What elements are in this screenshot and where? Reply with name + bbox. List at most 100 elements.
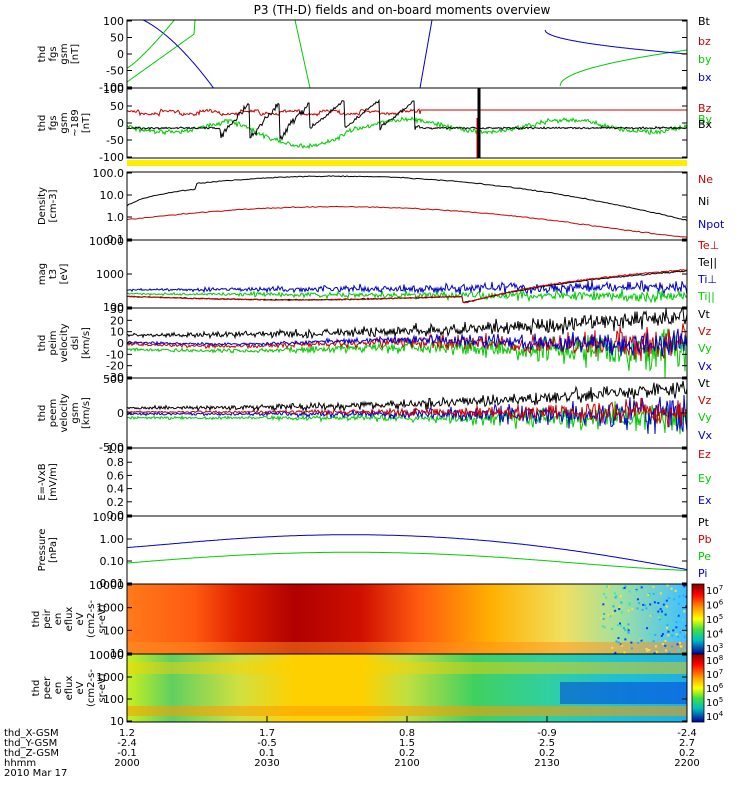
ion-noise-pixel	[653, 652, 656, 654]
ytick-label: 0	[117, 337, 124, 350]
panel-evelocity: 500 0 -500 thd peem velocity gsm [km/s] Vt Vz Vy Vx	[37, 373, 713, 454]
ion-noise-pixel	[605, 596, 608, 599]
ion-noise-pixel	[615, 640, 618, 643]
ytick-label: 10	[110, 326, 124, 339]
xaxis-value: -0.9	[537, 728, 557, 739]
ylabel-line: Density	[37, 187, 48, 225]
series-Te-perp	[127, 269, 687, 304]
ion-noise-pixel	[665, 649, 668, 652]
ion-noise-pixel	[623, 651, 626, 654]
ion-noise-pixel	[613, 592, 616, 595]
ion-noise-pixel	[617, 637, 620, 640]
xaxis-value: 2000	[114, 758, 139, 769]
legend-te: Te⊥	[697, 239, 719, 252]
ion-noise-pixel	[659, 608, 662, 611]
ion-noise-pixel	[619, 622, 622, 625]
colorbar-tick-label: 108	[706, 654, 723, 667]
ion-noise-pixel	[622, 627, 625, 630]
series-Ne	[127, 205, 687, 238]
panel-frame	[126, 515, 688, 585]
ion-noise-pixel	[640, 586, 643, 589]
ion-noise-pixel	[658, 618, 661, 621]
ion-noise-pixel	[679, 645, 682, 648]
elec-blue-region	[560, 682, 687, 704]
ytick-label: 10	[110, 715, 124, 728]
colorbar-tick-label: 106	[706, 599, 724, 612]
ion-noise-pixel	[677, 602, 680, 605]
xaxis-value: 1.2	[119, 728, 135, 739]
xaxis-value: 0.2	[399, 748, 415, 759]
legend-ez: Ez	[698, 448, 711, 461]
panel-pressure: 10.00 1.00 0.10 0.01 Pressure [nPa] Pt Pb Pe Pi	[37, 511, 712, 590]
xaxis-value: 0.2	[539, 748, 555, 759]
ylabel-line: E=-VxB	[37, 463, 48, 500]
ylabel-line: thd	[37, 115, 48, 132]
ion-noise-pixel	[678, 595, 681, 598]
legend-vx: Vx	[698, 429, 713, 442]
ion-noise-pixel	[645, 647, 648, 650]
ytick-label: 20	[110, 314, 124, 327]
ion-noise-pixel	[667, 634, 670, 637]
legend-ti: Ti⊥	[697, 273, 717, 286]
series-by-b	[127, 20, 175, 69]
series-Ni	[127, 175, 687, 221]
ion-noise-pixel	[619, 595, 622, 598]
ion-noise-pixel	[676, 643, 679, 646]
ion-noise-pixel	[664, 612, 667, 615]
panel-frame	[126, 19, 688, 89]
ylabel-line: dsl	[70, 336, 81, 350]
ion-noise-pixel	[668, 596, 671, 599]
ytick-label: 1000	[96, 671, 124, 684]
ytick-label: 1.00	[100, 533, 125, 546]
ion-noise-pixel	[670, 587, 673, 590]
ylabel-line: en	[53, 682, 64, 695]
legend-ni: Ni	[698, 195, 709, 208]
ion-noise-pixel	[609, 615, 612, 618]
ion-noise-pixel	[618, 605, 621, 608]
ion-noise-pixel	[620, 611, 623, 614]
ylabel-line: sr-eV)	[97, 673, 108, 702]
ytick-label: 30	[110, 303, 124, 316]
ylabel-line: [nT]	[70, 44, 81, 64]
xaxis-value: 2.5	[539, 738, 555, 749]
ylabel-line: ~189	[70, 109, 81, 136]
ion-noise-pixel	[666, 623, 669, 626]
ion-noise-pixel	[624, 585, 627, 588]
ytick-label: 1.0	[107, 443, 125, 456]
xaxis-value: 0.1	[259, 748, 275, 759]
ion-noise-pixel	[671, 634, 674, 637]
ylabel-line: gsm	[59, 43, 70, 64]
ion-noise-pixel	[664, 644, 667, 647]
ytick-label: 50	[110, 100, 124, 113]
ylabel-line: peer	[42, 676, 53, 700]
ion-noise-pixel	[643, 604, 646, 607]
series-Bz	[127, 108, 687, 117]
ion-noise-pixel	[661, 633, 664, 636]
panel-temp: 10000 1000 100 mag t3 [eV] Te⊥ Te|| Ti⊥ Ti||	[37, 235, 719, 314]
ytick-label: 0	[117, 117, 124, 130]
ion-noise-pixel	[683, 585, 686, 588]
xaxis-row-label: hhmm	[4, 758, 36, 769]
ion-noise-pixel	[677, 614, 680, 617]
ytick-label: 0	[117, 407, 124, 420]
ion-noise-pixel	[616, 624, 619, 627]
xaxis-value: -2.4	[117, 738, 137, 749]
ylabel-line: thd	[37, 335, 48, 352]
colorbar-tick-label: 104	[706, 628, 724, 641]
ylabel-line: peem	[48, 399, 59, 427]
ytick-label: 0.01	[100, 577, 125, 590]
panel-frame	[126, 447, 688, 517]
ylabel-line: sr-eV)	[97, 604, 108, 633]
ylabel-line: fgs	[48, 46, 59, 61]
ion-noise-pixel	[614, 609, 617, 612]
ylabel-line: eflux	[64, 607, 75, 632]
panel-fgs: 100 50 0 -50 -100 thd fgs gsm [nT] Bt bz by bx	[37, 15, 712, 94]
series-Vt	[127, 308, 687, 340]
series-Vy	[127, 328, 687, 378]
ion-noise-pixel	[647, 593, 650, 596]
ylabel-line: eflux	[64, 676, 75, 701]
ytick-label: 100	[103, 624, 124, 637]
ion-noise-pixel	[600, 616, 603, 619]
xaxis-value: 2130	[534, 758, 559, 769]
colorbar-tick-label: 106	[706, 682, 724, 695]
